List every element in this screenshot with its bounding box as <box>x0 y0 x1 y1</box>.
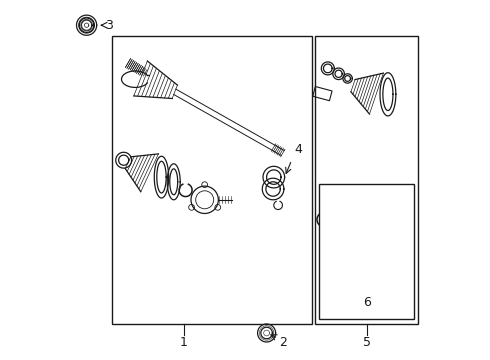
Bar <box>315 36 418 324</box>
Text: 1: 1 <box>180 336 188 349</box>
Text: 3: 3 <box>105 19 113 32</box>
Text: 4: 4 <box>294 143 302 156</box>
Text: 6: 6 <box>363 296 370 309</box>
Text: 5: 5 <box>363 336 370 349</box>
Bar <box>319 184 414 319</box>
Bar <box>112 36 312 324</box>
Text: 2: 2 <box>279 336 287 349</box>
